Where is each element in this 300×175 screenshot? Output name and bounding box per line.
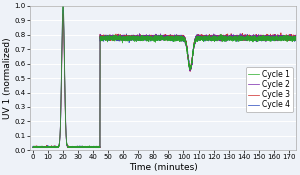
Cycle 1 [132,36,136,38]
Line: Cycle 3: Cycle 3 [33,14,296,148]
Cycle 1 [189,66,193,68]
Y-axis label: UV 1 (normalized): UV 1 (normalized) [4,37,13,119]
Line: Cycle 1: Cycle 1 [33,0,296,148]
Cycle 2 [295,37,298,39]
Cycle 2 [44,147,48,149]
Cycle 4 [31,146,35,148]
Cycle 2 [31,146,35,148]
Cycle 4 [202,37,206,39]
Line: Cycle 2: Cycle 2 [33,3,296,148]
Cycle 2 [228,37,231,39]
Cycle 3 [77,147,81,149]
Cycle 1 [202,37,206,39]
Cycle 1 [79,146,83,148]
Cycle 4 [61,9,65,11]
Cycle 2 [132,37,136,39]
Cycle 2 [248,38,251,40]
Cycle 4 [295,38,298,40]
Cycle 2 [79,146,83,148]
Cycle 2 [202,37,206,40]
Cycle 2 [61,2,65,4]
Cycle 1 [248,38,251,40]
Cycle 1 [295,37,298,39]
Cycle 3 [228,36,231,38]
Cycle 4 [79,146,83,148]
Cycle 3 [61,13,65,15]
Cycle 1 [78,147,81,149]
Cycle 3 [295,37,298,39]
Cycle 4 [248,37,251,40]
Cycle 3 [189,67,193,69]
X-axis label: Time (minutes): Time (minutes) [129,163,197,172]
Cycle 1 [61,0,65,1]
Cycle 3 [31,146,35,149]
Cycle 4 [132,39,136,41]
Cycle 4 [42,147,46,149]
Legend: Cycle 1, Cycle 2, Cycle 3, Cycle 4: Cycle 1, Cycle 2, Cycle 3, Cycle 4 [246,67,292,112]
Cycle 3 [248,34,251,37]
Cycle 2 [189,68,193,70]
Cycle 4 [189,66,193,68]
Cycle 1 [31,147,35,149]
Cycle 3 [79,146,83,148]
Cycle 3 [202,38,206,40]
Cycle 4 [228,38,231,40]
Cycle 1 [228,37,231,39]
Line: Cycle 4: Cycle 4 [33,10,296,148]
Cycle 3 [132,34,136,36]
